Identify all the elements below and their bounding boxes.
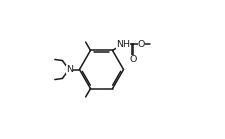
Text: O: O (129, 55, 136, 64)
Text: N: N (66, 65, 73, 74)
Text: NH: NH (116, 40, 130, 49)
Text: O: O (138, 40, 145, 49)
